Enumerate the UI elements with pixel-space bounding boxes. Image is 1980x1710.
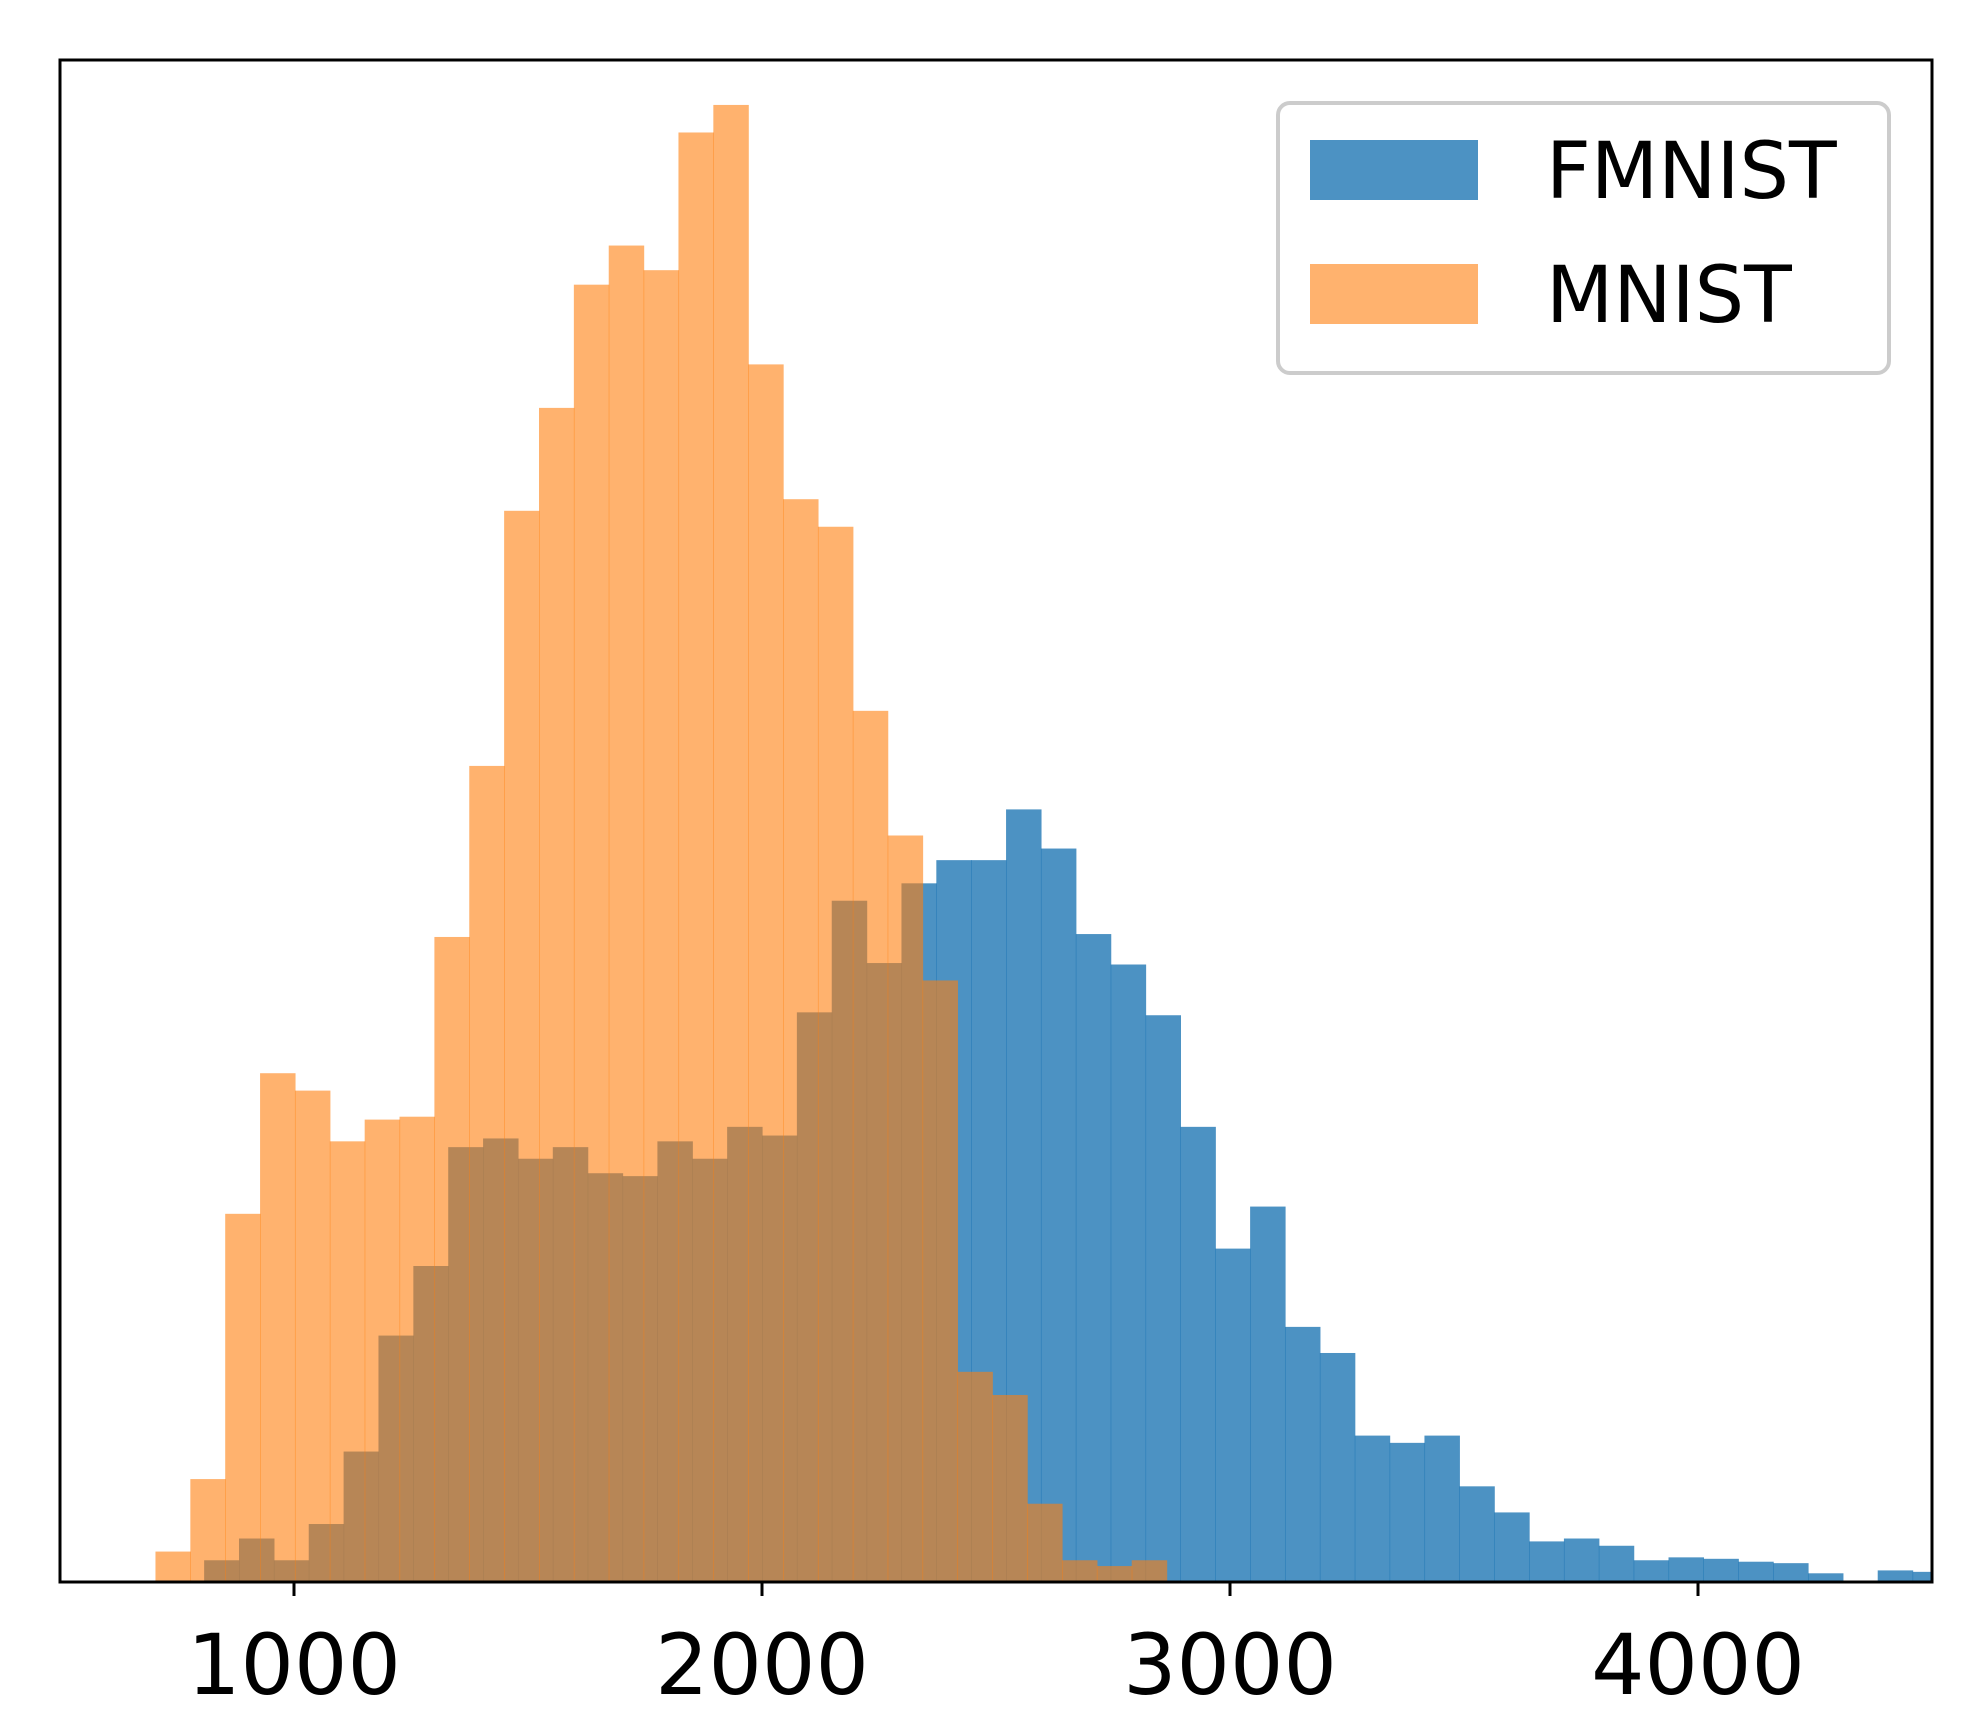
bar-mnist-4 (294, 1090, 331, 1582)
bar-mnist-23 (957, 1371, 993, 1582)
bar-mnist-0 (155, 1551, 191, 1582)
plot-area (155, 104, 1980, 1582)
bar-fmnist-35 (1424, 1435, 1460, 1582)
bar-mnist-22 (922, 980, 958, 1582)
bar-mnist-16 (713, 104, 749, 1582)
bar-mnist-26 (1061, 1560, 1098, 1582)
bar-fmnist-44 (1738, 1561, 1774, 1582)
legend-label-fmnist: FMNIST (1546, 127, 1837, 217)
bar-mnist-20 (852, 710, 889, 1582)
bar-mnist-14 (643, 270, 680, 1582)
legend: FMNIST MNIST (1276, 101, 1891, 375)
bar-mnist-6 (364, 1119, 401, 1582)
bar-fmnist-41 (1633, 1560, 1670, 1582)
legend-swatch-fmnist (1310, 140, 1478, 200)
bar-fmnist-43 (1703, 1558, 1739, 1582)
bar-mnist-13 (608, 245, 645, 1582)
bar-fmnist-39 (1563, 1538, 1600, 1582)
bar-fmnist-45 (1773, 1563, 1809, 1582)
bar-mnist-17 (748, 364, 784, 1582)
bar-fmnist-28 (1180, 1126, 1216, 1582)
bar-mnist-15 (678, 132, 714, 1582)
bar-mnist-19 (817, 526, 854, 1582)
bar-mnist-7 (399, 1116, 435, 1582)
bar-fmnist-37 (1494, 1512, 1530, 1582)
bar-mnist-10 (504, 510, 540, 1582)
bar-fmnist-26 (1110, 964, 1147, 1582)
bar-fmnist-42 (1668, 1557, 1704, 1582)
bar-mnist-11 (539, 407, 575, 1582)
bar-fmnist-27 (1145, 1015, 1181, 1582)
bar-fmnist-33 (1354, 1435, 1391, 1582)
legend-label-mnist: MNIST (1546, 251, 1792, 341)
x-tick-label-3000: 3000 (1123, 1616, 1337, 1710)
plot-frame (58, 58, 1934, 1584)
bar-mnist-8 (434, 936, 470, 1582)
bar-mnist-9 (469, 765, 505, 1582)
bar-mnist-5 (329, 1141, 366, 1582)
bar-fmnist-46 (1807, 1573, 1844, 1582)
legend-swatch-mnist (1310, 264, 1478, 324)
bar-fmnist-29 (1215, 1248, 1251, 1582)
bar-fmnist-48 (1877, 1570, 1914, 1582)
bar-fmnist-31 (1284, 1326, 1321, 1582)
bar-fmnist-34 (1389, 1442, 1426, 1582)
bar-fmnist-49 (1912, 1571, 1932, 1582)
bar-mnist-3 (260, 1073, 296, 1582)
series-mnist (155, 104, 1168, 1582)
bar-fmnist-32 (1319, 1352, 1356, 1582)
bar-mnist-27 (1096, 1566, 1133, 1582)
bar-mnist-28 (1131, 1560, 1168, 1582)
bar-mnist-25 (1027, 1503, 1063, 1582)
bar-mnist-21 (887, 835, 924, 1582)
bar-fmnist-38 (1529, 1541, 1565, 1582)
bar-mnist-2 (225, 1213, 261, 1582)
bar-fmnist-25 (1075, 934, 1112, 1582)
bar-fmnist-40 (1598, 1545, 1635, 1582)
bar-fmnist-24 (1040, 848, 1077, 1582)
bar-fmnist-30 (1250, 1206, 1286, 1582)
bar-fmnist-36 (1459, 1486, 1495, 1582)
bar-fmnist-50 (1947, 1578, 1980, 1582)
bar-mnist-12 (573, 284, 610, 1582)
bar-mnist-18 (783, 499, 819, 1582)
x-tick-label-1000: 1000 (187, 1616, 401, 1710)
bar-mnist-24 (992, 1395, 1028, 1582)
x-tick-label-4000: 4000 (1591, 1616, 1805, 1710)
x-tick-label-2000: 2000 (655, 1616, 869, 1710)
x-axis: 1000 2000 3000 4000 (187, 1582, 1805, 1710)
bar-mnist-1 (190, 1479, 226, 1582)
